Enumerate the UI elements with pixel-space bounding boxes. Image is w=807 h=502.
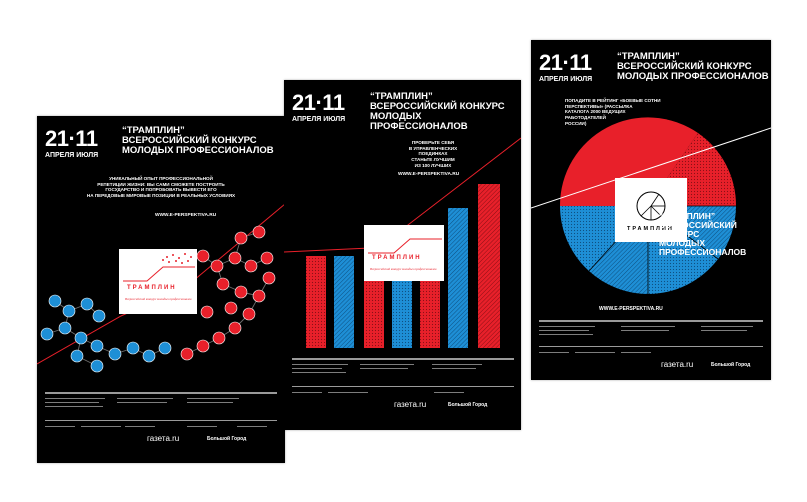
months-label: АПРЕЛЯ ИЮЛЯ (539, 76, 593, 83)
logo-subtitle: Всероссийский конкурс молодых профессион… (370, 267, 437, 271)
date-range: 21·11 (292, 90, 345, 115)
title-line-1: “ТРАМПЛИН” (122, 125, 185, 136)
footer-divider (45, 392, 277, 394)
tramplin-logo: ТРАМПЛИН (615, 178, 687, 242)
poster-body-text: ПРОВЕРЬТЕ СЕБЯ В УПРАВЛЕНЧЕСКИХ ПОЕДИНКА… (408, 140, 458, 168)
logo-wordmark: ТРАМПЛИН (127, 285, 177, 291)
logo-pie-mark (636, 191, 666, 221)
logo-subtitle: Всероссийский конкурс молодых профессион… (125, 297, 192, 301)
poster-body-text: ПОПАДИТЕ В РЕЙТИНГ «БОЕВЫЕ СОТНИ ПЕРСПЕК… (565, 98, 661, 126)
title-line-3: МОЛОДЫХ ПРОФЕССИОНАЛОВ (122, 144, 274, 156)
date-range: 21·11 (45, 126, 98, 151)
partner-bolshoy-gorod: Большой Город (207, 436, 247, 442)
footer-divider (539, 320, 763, 322)
logo-wordmark: ТРАМПЛИН (627, 226, 674, 232)
partner-bolshoy-gorod: Большой Город (711, 362, 751, 368)
network-graphic (37, 203, 285, 373)
title-line-1: “ТРАМПЛИН” (617, 51, 680, 62)
partner-gazeta: газета.ru (147, 434, 180, 443)
logo-wordmark: ТРАМПЛИН (372, 255, 422, 261)
months-label: АПРЕЛЯ ИЮЛЯ (45, 152, 99, 159)
logo-ramp-graphic (368, 238, 442, 254)
poster-2: 21·11 АПРЕЛЯ ИЮЛЯ “ТРАМПЛИН” ВСЕРОССИЙСК… (284, 80, 521, 430)
title-line-3: МОЛОДЫХ ПРОФЕССИОНАЛОВ (617, 70, 769, 82)
poster-body-text: УНИКАЛЬНЫЙ ОПЫТ ПРОФЕССИОНАЛЬНОЙ РЕПЕТИЦ… (86, 176, 236, 199)
title-line-1: “ТРАМПЛИН” (370, 91, 433, 102)
website-url: WWW.E-PERSPEKTIVA.RU (398, 172, 460, 177)
partner-bolshoy-gorod: Большой Город (448, 402, 488, 408)
partner-gazeta: газета.ru (661, 360, 694, 369)
bar-graphic (284, 137, 521, 348)
title-line-3: МОЛОДЫХ ПРОФЕССИОНАЛОВ (370, 110, 468, 132)
partner-gazeta: газета.ru (394, 400, 427, 409)
footer-divider (292, 358, 514, 360)
contest-title: “ТРАМПЛИН” ВСЕРОССИЙСКИЙ КОНКУРС МОЛОДЫХ… (122, 126, 274, 156)
overlay-title: “ТРАМПЛИН” ВСЕРОССИЙСКИЙ КОНКУРС МОЛОДЫХ… (659, 211, 747, 257)
logo-ramp-graphic (123, 253, 195, 282)
poster-3: 21·11 АПРЕЛЯ ИЮЛЯ “ТРАМПЛИН” ВСЕРОССИЙСК… (531, 40, 771, 380)
website-url: WWW.E-PERSPEKTIVA.RU (599, 306, 663, 312)
months-label: АПРЕЛЯ ИЮЛЯ (292, 116, 346, 123)
title-line-2: ВСЕРОССИЙСКИЙ КОНКУРС (617, 60, 752, 72)
title-line-2: ВСЕРОССИЙСКИЙ КОНКУРС (370, 100, 505, 112)
date-range: 21·11 (539, 50, 592, 75)
website-url: WWW.E-PERSPEKTIVA.RU (155, 213, 217, 218)
contest-title: “ТРАМПЛИН” ВСЕРОССИЙСКИЙ КОНКУРС МОЛОДЫХ… (617, 52, 769, 82)
tramplin-logo: ТРАМПЛИН Всероссийский конкурс молодых п… (119, 249, 197, 314)
poster-1: 21·11 АПРЕЛЯ ИЮЛЯ “ТРАМПЛИН” ВСЕРОССИЙСК… (37, 116, 285, 463)
contest-title: “ТРАМПЛИН” ВСЕРОССИЙСКИЙ КОНКУРС МОЛОДЫХ… (370, 92, 521, 132)
title-line-2: ВСЕРОССИЙСКИЙ КОНКУРС (122, 134, 257, 146)
tramplin-logo: ТРАМПЛИН Всероссийский конкурс молодых п… (364, 225, 444, 281)
